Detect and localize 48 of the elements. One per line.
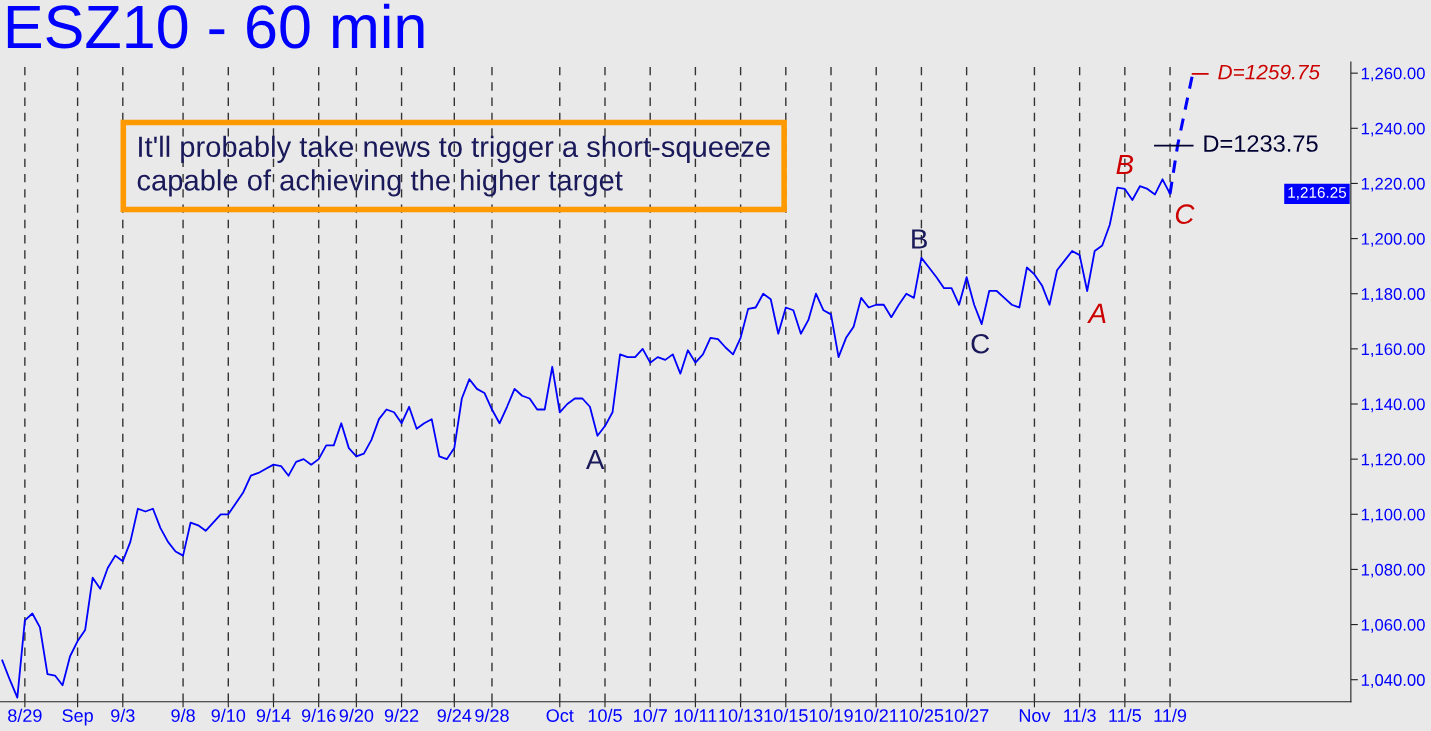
annotation: A <box>585 449 605 470</box>
x-tick-label: 9/28 <box>475 708 509 722</box>
x-tick-label: Nov <box>1019 709 1051 722</box>
x-tick-label: 9/3 <box>111 708 135 722</box>
y-tick-label: 1,200.00 <box>1361 232 1425 247</box>
y-tick-label: 1,080.00 <box>1361 563 1425 578</box>
y-tick-label: 1,240.00 <box>1361 122 1425 137</box>
chart-title: ESZ10 - 60 min <box>7 3 424 49</box>
x-tick-label: 9/20 <box>339 708 374 722</box>
x-tick-label: 9/14 <box>256 708 291 722</box>
x-tick-label: 10/19 <box>809 708 853 722</box>
x-tick-label: 9/10 <box>211 708 246 722</box>
y-tick-label: 1,040.00 <box>1361 674 1425 688</box>
annotation: It'll probably take news to trigger a short-squeeze capable of achieving the higher target <box>137 135 770 197</box>
x-tick-label: 10/11 <box>674 708 717 722</box>
y-tick-label: 1,180.00 <box>1361 288 1425 302</box>
annotation: A <box>1087 303 1106 323</box>
annotation: B <box>1116 154 1134 175</box>
annotation: D=1259.75 <box>1218 64 1321 80</box>
annotation: C <box>971 333 990 354</box>
x-tick-label: 9/16 <box>301 708 336 722</box>
x-tick-label: 8/29 <box>8 708 42 722</box>
x-tick-label: 11/5 <box>1109 708 1141 722</box>
x-tick-label: 9/24 <box>437 708 472 722</box>
y-tick-label: 1,260.00 <box>1361 67 1425 82</box>
x-tick-label: Sep <box>62 709 93 726</box>
x-tick-label: 11/3 <box>1064 708 1096 722</box>
annotation: C <box>1175 204 1195 224</box>
annotation: B <box>912 229 927 249</box>
y-tick-label: 1,120.00 <box>1361 453 1425 468</box>
x-tick-label: 10/5 <box>588 708 622 722</box>
x-tick-label: 9/8 <box>171 708 195 722</box>
x-tick-label: 10/15 <box>764 708 808 722</box>
x-tick-label: 10/21 <box>855 708 898 722</box>
text: 1,216.25 <box>1288 187 1347 200</box>
y-tick-label: 1,220.00 <box>1361 177 1425 192</box>
y-tick-label: 1,160.00 <box>1361 343 1425 358</box>
x-tick-label: Oct <box>546 709 574 722</box>
y-tick-label: 1,140.00 <box>1361 398 1425 413</box>
x-tick-label: 10/7 <box>634 708 667 722</box>
x-tick-label: 10/27 <box>945 708 989 722</box>
annotation: D=1233.75 <box>1204 135 1318 152</box>
y-tick-label: 1,100.00 <box>1361 508 1425 523</box>
x-tick-label: 11/9 <box>1154 708 1187 722</box>
x-tick-label: 10/25 <box>900 708 944 722</box>
y-tick-label: 1,060.00 <box>1361 618 1425 633</box>
x-tick-label: 10/13 <box>719 708 763 722</box>
x-tick-label: 9/22 <box>384 708 419 722</box>
